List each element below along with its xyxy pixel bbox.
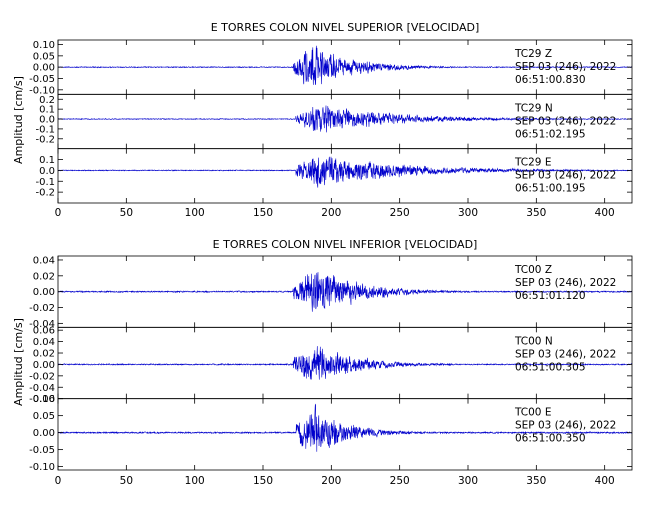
y-tick-label: 0.05 [33, 411, 55, 422]
date-label: SEP 03 (246), 2022 [515, 115, 616, 127]
panel-frame [57, 148, 633, 204]
y-tick-label: 0.02 [33, 349, 55, 360]
y-axis-label-upper: Amplitud [cm/s] [12, 76, 25, 164]
start-time-label: 06:51:00.195 [515, 183, 586, 195]
date-label: SEP 03 (246), 2022 [515, 170, 616, 182]
waveform-trace-tc29-e [58, 156, 632, 188]
panel-frame [57, 398, 633, 471]
x-tick-label: 250 [390, 207, 410, 219]
station-component-label: TC00 E [514, 407, 551, 419]
y-tick-label: 0.00 [33, 63, 55, 74]
x-tick-label: 200 [321, 207, 341, 219]
chart-title-lower: E TORRES COLON NIVEL INFERIOR [VELOCIDAD… [213, 238, 478, 251]
x-tick-label: 0 [55, 475, 62, 487]
x-tick-label: 400 [595, 207, 615, 219]
upper-level-group: E TORRES COLON NIVEL SUPERIOR [VELOCIDAD… [12, 21, 633, 219]
start-time-label: 06:51:00.350 [515, 433, 586, 445]
y-tick-label: -0.10 [29, 85, 55, 96]
date-label: SEP 03 (246), 2022 [515, 277, 616, 289]
y-tick-label: 0.00 [33, 360, 55, 371]
station-component-label: TC29 Z [514, 48, 552, 60]
y-tick-label: 0.10 [33, 394, 55, 405]
y-tick-label: 0.06 [33, 326, 55, 337]
y-tick-label: 0.1 [39, 105, 55, 116]
date-label: SEP 03 (246), 2022 [515, 61, 616, 73]
y-tick-label: -0.2 [35, 134, 55, 145]
x-tick-label: 150 [253, 475, 273, 487]
y-tick-label: 0.04 [33, 255, 55, 266]
y-tick-label: 0.00 [33, 287, 55, 298]
x-tick-label: 50 [120, 475, 133, 487]
station-component-label: TC00 Z [514, 264, 552, 276]
y-tick-label: -0.04 [29, 319, 55, 330]
date-label: SEP 03 (246), 2022 [515, 348, 616, 360]
waveform-trace-tc29-n [58, 105, 632, 133]
y-axis-label-lower: Amplitud [cm/s] [12, 318, 25, 406]
waveform-trace-tc00-z [58, 272, 632, 312]
y-tick-label: 0.0 [39, 166, 55, 177]
waveform-trace-tc29-z [58, 45, 632, 85]
y-tick-label: -0.1 [35, 124, 55, 135]
x-tick-label: 300 [458, 207, 478, 219]
station-component-label: TC29 E [514, 157, 551, 169]
x-tick-label: 100 [185, 475, 205, 487]
y-tick-label: 0.0 [39, 115, 55, 126]
lower-level-group: E TORRES COLON NIVEL INFERIOR [VELOCIDAD… [12, 238, 633, 487]
x-tick-label: 200 [321, 475, 341, 487]
x-tick-label: 400 [595, 475, 615, 487]
x-tick-label: 250 [390, 475, 410, 487]
y-tick-label: -0.02 [29, 303, 55, 314]
start-time-label: 06:51:02.195 [515, 128, 586, 140]
y-tick-label: -0.2 [35, 188, 55, 199]
y-tick-label: -0.05 [29, 74, 55, 85]
y-tick-label: -0.02 [29, 371, 55, 382]
station-component-label: TC29 N [514, 102, 553, 114]
waveform-trace-tc00-n [58, 346, 632, 380]
y-tick-label: -0.06 [29, 394, 55, 405]
y-tick-label: 0.02 [33, 271, 55, 282]
y-tick-label: -0.1 [35, 177, 55, 188]
y-tick-label: 0.04 [33, 337, 55, 348]
start-time-label: 06:51:00.830 [515, 74, 586, 86]
y-tick-label: 0.2 [39, 95, 55, 106]
x-tick-label: 350 [526, 475, 546, 487]
y-tick-label: 0.1 [39, 155, 55, 166]
waveform-trace-tc00-e [58, 403, 632, 452]
y-tick-label: -0.04 [29, 383, 55, 394]
y-tick-label: -0.10 [29, 462, 55, 473]
start-time-label: 06:51:01.120 [515, 290, 586, 302]
x-tick-label: 150 [253, 207, 273, 219]
y-tick-label: 0.10 [33, 40, 55, 51]
x-tick-label: 100 [185, 207, 205, 219]
y-tick-label: -0.05 [29, 445, 55, 456]
x-tick-label: 0 [55, 207, 62, 219]
start-time-label: 06:51:00.305 [515, 361, 586, 373]
date-label: SEP 03 (246), 2022 [515, 420, 616, 432]
y-tick-label: 0.05 [33, 51, 55, 62]
y-tick-label: 0.00 [33, 428, 55, 439]
x-tick-label: 300 [458, 475, 478, 487]
station-component-label: TC00 N [514, 335, 553, 347]
x-tick-label: 50 [120, 207, 133, 219]
chart-title-upper: E TORRES COLON NIVEL SUPERIOR [VELOCIDAD… [211, 21, 480, 34]
x-tick-label: 350 [526, 207, 546, 219]
